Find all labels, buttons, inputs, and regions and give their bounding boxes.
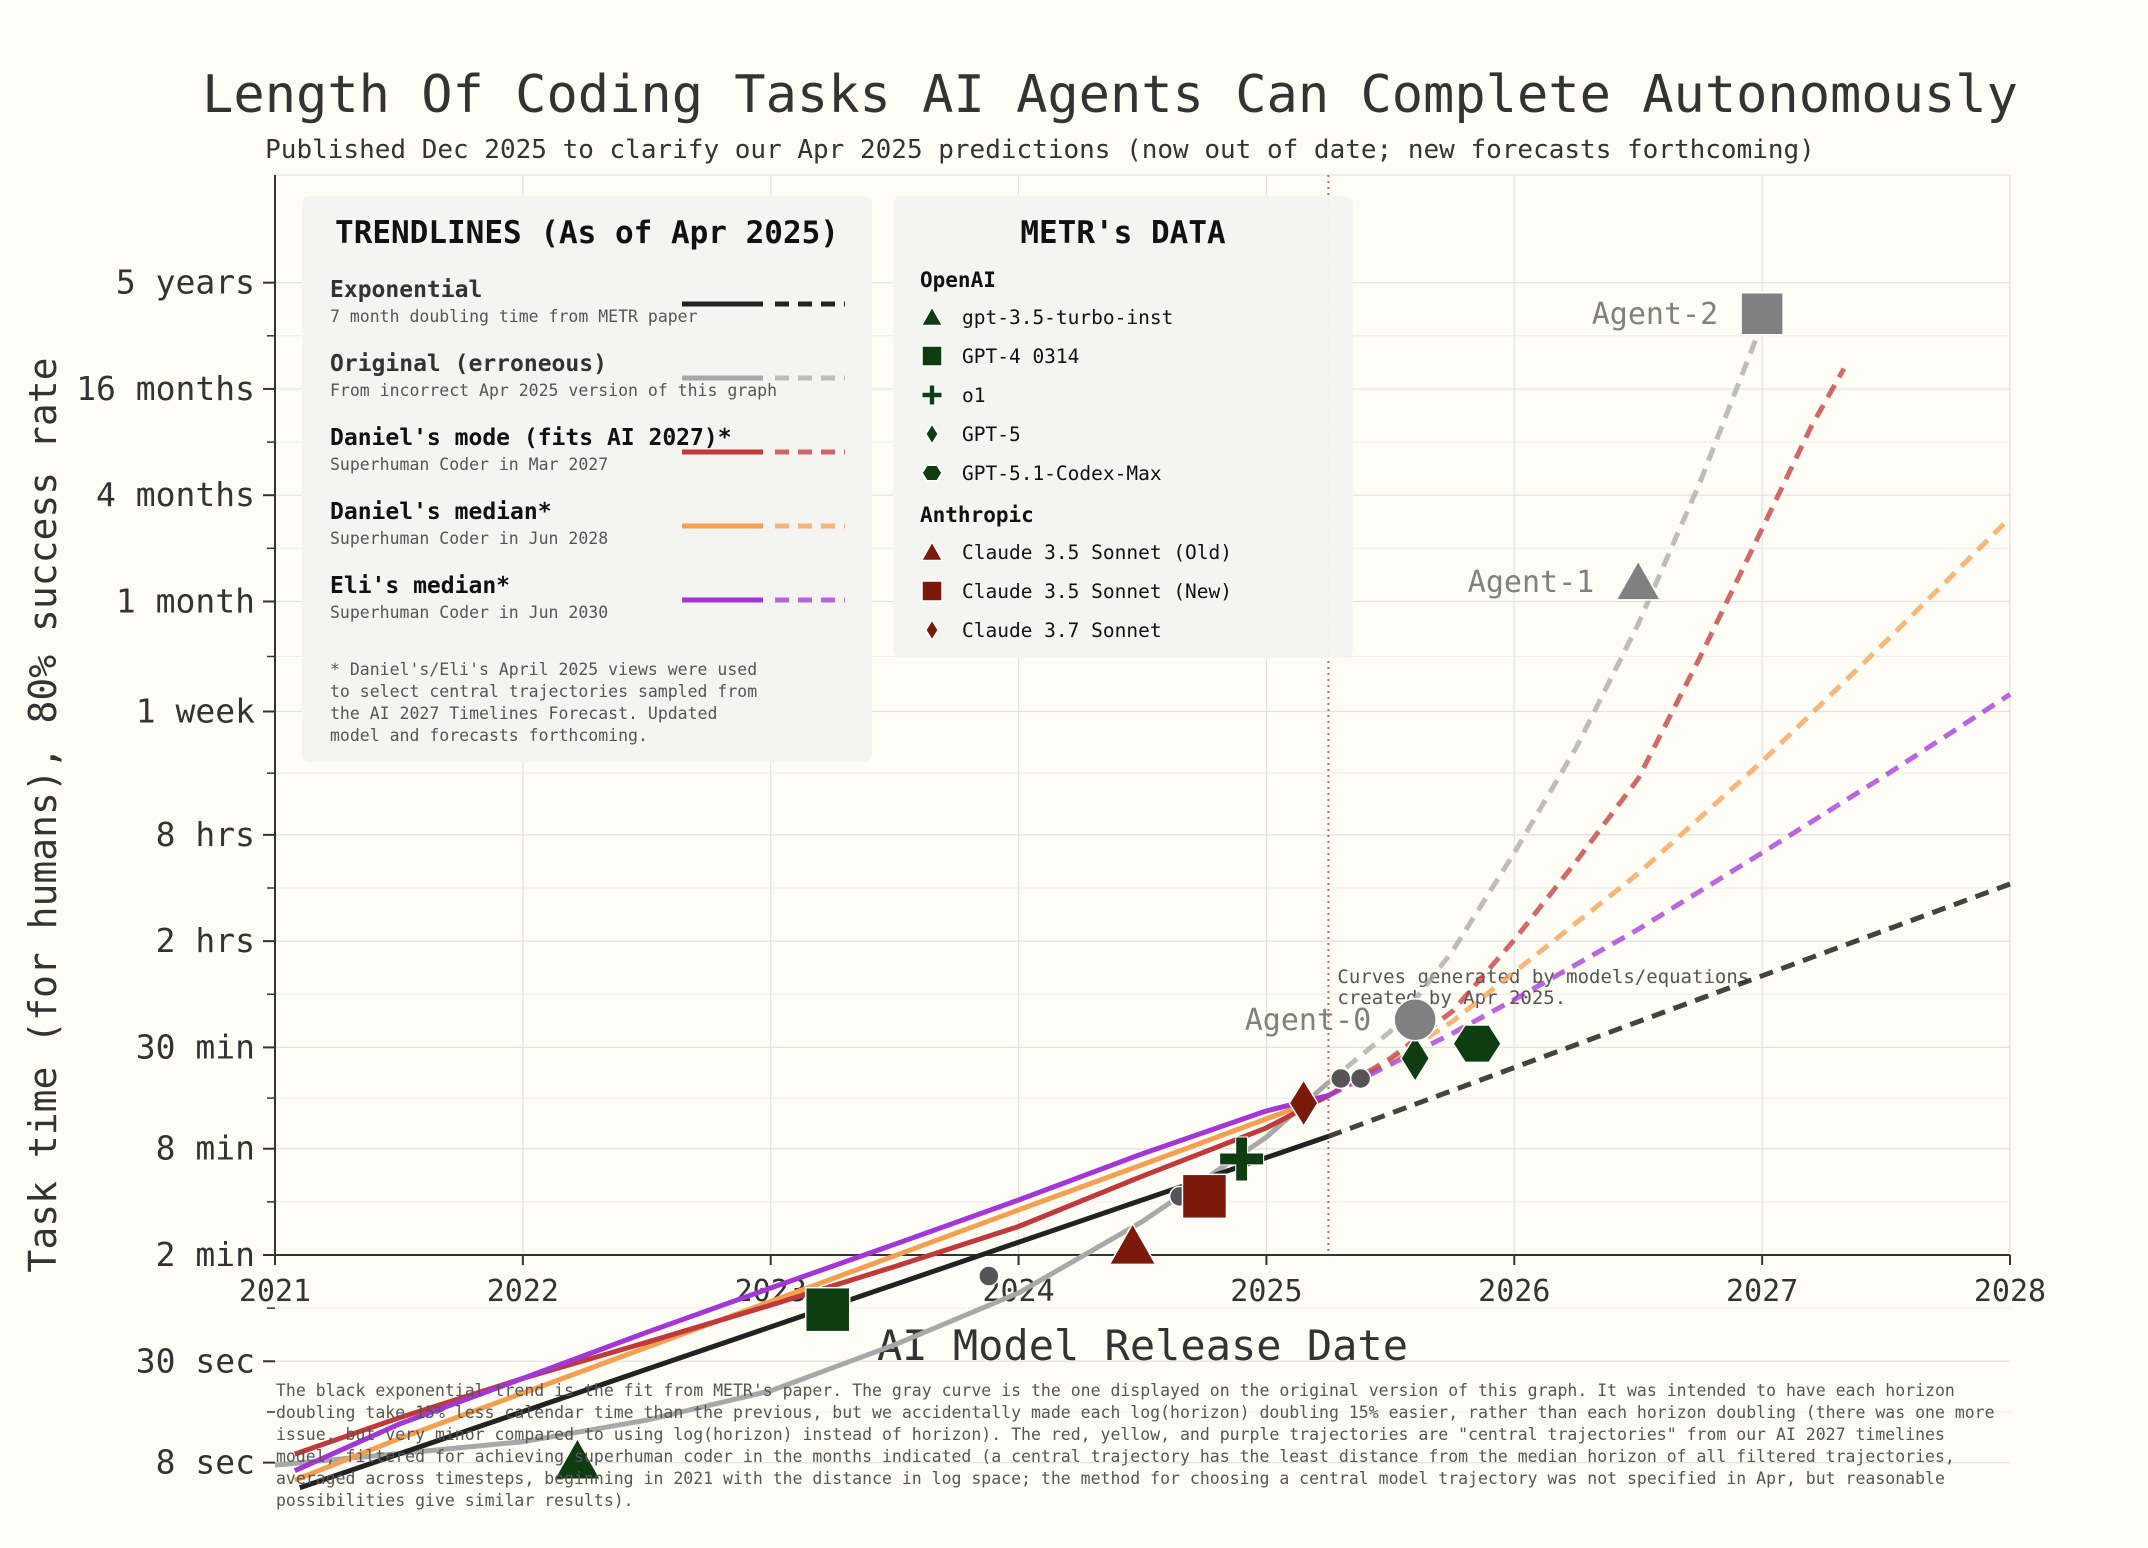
x-tick-label: 2026 — [1478, 1274, 1550, 1309]
data-legend-label: GPT-5 — [962, 423, 1021, 446]
data-legend-marker — [921, 345, 943, 367]
x-tick-label: 2022 — [487, 1274, 559, 1309]
trend-legend-footnote: the AI 2027 Timelines Forecast. Updated — [330, 704, 717, 723]
agent-label: Agent-2 — [1592, 297, 1718, 332]
model-point-claude-3-5-sonnet-new: Claude 3.5 Sonnet (New) — [1181, 1173, 1228, 1220]
trend-legend-footnote: model and forecasts forthcoming. — [330, 726, 648, 745]
data-legend-marker — [924, 618, 940, 642]
y-tick-label: 30 min — [136, 1027, 255, 1066]
data-legend-label: gpt-3.5-turbo-inst — [962, 306, 1173, 329]
daniel-median-curve-solid — [293, 1093, 1330, 1483]
trendlines-legend-box — [302, 196, 872, 762]
y-tick-label: 30 sec — [136, 1341, 255, 1380]
trend-legend-desc: Superhuman Coder in Jun 2030 — [330, 603, 608, 622]
trendlines-legend: TRENDLINES (As of Apr 2025) Exponential 7 … — [302, 196, 872, 762]
agent-point-agent-1 — [1614, 559, 1662, 601]
trend-legend-name: Original (erroneous) — [330, 351, 607, 377]
data-legend-marker — [921, 464, 943, 482]
data-legend-marker — [924, 422, 940, 446]
data-legend-marker — [921, 580, 943, 602]
data-legend-title: METR's DATA — [1020, 215, 1226, 251]
trend-legend-desc: 7 month doubling time from METR paper — [330, 307, 698, 326]
y-tick-label: 1 week — [136, 691, 255, 730]
other-model-point — [978, 1265, 1000, 1287]
x-tick-label: 2027 — [1726, 1274, 1798, 1309]
data-legend-label: GPT-4 0314 — [962, 345, 1079, 368]
agent-point-agent-2 — [1740, 292, 1784, 336]
cutoff-note: Curves generated by models/equations — [1337, 966, 1749, 988]
model-point-claude-3-5-sonnet-old: Claude 3.5 Sonnet (Old) — [1108, 1222, 1157, 1266]
agent-label: Agent-1 — [1468, 565, 1594, 600]
y-tick-label: 1 month — [116, 581, 255, 620]
trend-legend-name: Exponential — [330, 277, 482, 303]
data-legend-marker — [920, 305, 944, 327]
other-model-point — [1330, 1067, 1352, 1090]
trend-legend-desc: Superhuman Coder in Mar 2027 — [330, 455, 608, 474]
daniel-median-curve-dashed — [1327, 516, 2012, 1098]
model-point-gpt-5: GPT-5 — [1400, 1033, 1431, 1083]
x-axis-label: AI Model Release Date — [877, 1321, 1408, 1370]
agent-point-agent-0 — [1393, 998, 1437, 1042]
data-legend-marker — [920, 540, 944, 562]
data-legend-label: GPT-5.1-Codex-Max — [962, 462, 1162, 485]
x-tick-label: 2028 — [1974, 1274, 2046, 1309]
y-tick-label: 2 hrs — [156, 921, 255, 960]
model-point-gpt-4-0314: GPT-4 0314 — [804, 1286, 851, 1333]
x-tick-label: 2021 — [239, 1274, 311, 1309]
data-legend: METR's DATA OpenAI gpt-3.5-turbo-inst GPT-4… — [893, 196, 1353, 658]
trend-legend-name: Eli's median* — [330, 573, 510, 599]
y-tick-label: 8 sec — [156, 1443, 255, 1482]
y-tick-label: 4 months — [96, 475, 255, 514]
daniel-mode-curve-solid — [293, 1093, 1330, 1457]
y-axis-label: Task time (for humans), 80% success rate — [21, 357, 65, 1272]
data-legend-marker — [921, 384, 943, 406]
other-model-point — [1349, 1067, 1372, 1090]
data-legend-org: OpenAI — [920, 268, 996, 292]
trend-legend-name: Daniel's median* — [330, 499, 552, 525]
cutoff-note: created by Apr 2025. — [1337, 987, 1566, 1009]
trend-legend-desc: From incorrect Apr 2025 version of this … — [330, 381, 777, 400]
data-legend-box — [893, 196, 1353, 658]
data-legend-label: Claude 3.5 Sonnet (Old) — [962, 541, 1232, 564]
chart-subtitle: Published Dec 2025 to clarify our Apr 20… — [265, 135, 1815, 165]
trend-legend-name: Daniel's mode (fits AI 2027)* — [330, 425, 732, 451]
trend-legend-footnote: * Daniel's/Eli's April 2025 views were u… — [330, 660, 757, 679]
y-tick-label: 16 months — [76, 369, 255, 408]
y-tick-label: 2 min — [156, 1235, 255, 1274]
y-tick-label: 5 years — [116, 263, 255, 302]
chart-title: Length Of Coding Tasks AI Agents Can Com… — [202, 65, 2018, 125]
data-legend-label: o1 — [962, 384, 985, 407]
y-tick-label: 8 min — [156, 1129, 255, 1168]
trend-legend-footnote: to select central trajectories sampled f… — [330, 682, 757, 701]
data-legend-label: Claude 3.7 Sonnet — [962, 619, 1162, 642]
trendlines-legend-title: TRENDLINES (As of Apr 2025) — [335, 215, 839, 251]
data-legend-label: Claude 3.5 Sonnet (New) — [962, 580, 1232, 603]
model-point-o1: o1 — [1219, 1136, 1265, 1182]
eli-median-curve-solid — [293, 1093, 1329, 1473]
data-legend-org: Anthropic — [920, 503, 1034, 527]
figure-caption: The black exponential trend is the fit f… — [276, 1381, 2005, 1510]
x-tick-label: 2025 — [1230, 1274, 1302, 1309]
model-point-claude-3-7-sonnet: Claude 3.7 Sonnet — [1288, 1078, 1319, 1128]
y-tick-label: 8 hrs — [156, 815, 255, 854]
model-point-gpt-5-1-codex-max: GPT-5.1-Codex-Max — [1452, 1024, 1502, 1064]
exponential-curve-dashed — [1327, 881, 2011, 1139]
trend-legend-desc: Superhuman Coder in Jun 2028 — [330, 529, 608, 548]
model-point-gpt-3-5-turbo-inst: gpt-3.5-turbo-inst — [552, 1436, 602, 1480]
daniel-mode-curve-dashed — [1327, 367, 1847, 1098]
agent-label: Agent-0 — [1245, 1003, 1371, 1038]
